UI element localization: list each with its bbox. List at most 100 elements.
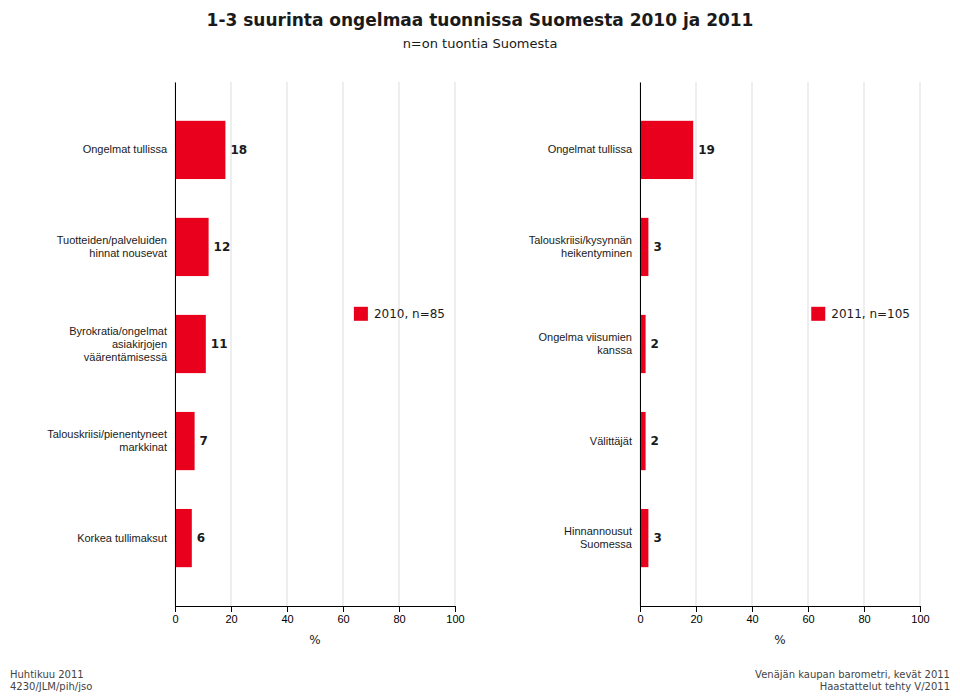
x-tick: 60 [802,606,814,625]
subtitle: n=on tuontia Suomesta [403,36,558,51]
y-axis: Ongelmat tullissa Tuotteiden/palveluidenh… [47,83,175,607]
y-tick-label: Tuotteiden/palveluidenhinnat nousevat [57,234,167,259]
y-axis-line [175,83,176,607]
y-tick: Ongelma viisumienkanssa [538,331,632,356]
x-tick-mark [640,606,641,612]
text-line: markkinat [119,441,167,453]
x-tick: 40 [281,606,293,625]
data-label: 2 [651,434,659,448]
y-tick: Korkea tullimaksut [77,532,167,544]
y-axis-line [640,83,641,607]
text-line: väärentämisessä [84,351,168,363]
grid-line [343,82,344,606]
footer: Venäjän kaupan barometri, kevät 2011Haas… [755,669,950,692]
grid [640,82,920,606]
x-tick-label: 100 [911,613,929,625]
y-tick-label: Korkea tullimaksut [77,532,167,544]
y-tick-label: Talouskriisi/kysynnänheikentyminen [529,234,632,259]
grid [175,82,455,606]
bar [175,412,195,470]
x-axis-title: % [309,633,320,647]
x-axis-line [176,607,456,613]
x-tick-label: 60 [337,613,349,625]
y-tick: Talouskriisi/pienentyneetmarkkinat [47,428,167,453]
bar [640,121,693,179]
x-tick-label: 0 [172,613,178,625]
x-tick: 80 [393,606,405,625]
bar [175,509,192,567]
y-tick: Ongelmat tullissa [83,143,168,155]
data-label: 19 [698,143,715,157]
grid-line [175,82,176,606]
grid-line [640,82,641,606]
text-line: Venäjän kaupan barometri, kevät 2011 [755,669,950,680]
grid-line [455,82,456,606]
x-axis: 0 20 40 60 80 100 [172,606,464,625]
y-tick: Byrokratia/ongelmatasiakirjojenväärentäm… [69,325,168,363]
x-tick: 20 [225,606,237,625]
x-tick: 60 [337,606,349,625]
x-tick-mark [175,606,176,612]
x-axis-title: % [774,633,785,647]
chart: 1-3 suurinta ongelmaa tuonnissa Suomesta… [0,0,960,698]
text-line: Ongelma viisumien [538,331,632,343]
bar [175,121,225,179]
y-tick-label: Ongelmat tullissa [548,143,633,155]
legend-swatch [354,307,368,321]
bar [175,218,209,276]
x-tick-label: 20 [225,613,237,625]
x-axis-line [641,607,921,613]
x-tick-mark [343,606,344,612]
x-tick: 80 [858,606,870,625]
x-tick-mark [455,606,456,612]
text-line: Ongelmat tullissa [83,143,168,155]
y-tick-label: HinnannousutSuomessa [564,525,633,550]
grid-line [231,82,232,606]
grid-line [752,82,753,606]
legend-swatch [811,307,825,321]
text-line: asiakirjojen [112,338,167,350]
x-tick-label: 0 [637,613,643,625]
bar [640,509,648,567]
panel: 193223020406080100Ongelmat tullissaTalou… [529,82,930,647]
x-tick-mark [920,606,921,612]
data-label: 6 [197,531,205,545]
x-tick-label: 80 [393,613,405,625]
x-tick-label: 80 [858,613,870,625]
y-tick: Ongelmat tullissa [548,143,633,155]
x-tick: 100 [446,606,464,625]
y-tick-label: Välittäjät [590,435,632,447]
grid-line [864,82,865,606]
data-label: 3 [653,240,661,254]
data-label: 12 [214,240,231,254]
bar [640,218,648,276]
x-tick-label: 60 [802,613,814,625]
x-tick: 20 [690,606,702,625]
legend: 2010, n=85 [354,307,445,321]
text-line: Haastattelut tehty V/2011 [820,681,950,692]
legend-label: 2011, n=105 [831,307,910,321]
x-tick-label: 40 [281,613,293,625]
grid-line [399,82,400,606]
x-tick-mark [287,606,288,612]
data-labels: 18121176 [197,143,247,545]
data-label: 2 [651,337,659,351]
y-tick: Välittäjät [590,435,632,447]
x-tick-label: 100 [446,613,464,625]
bar [175,315,206,373]
text-line: Huhtikuu 2011 [10,669,84,680]
text-line: Ongelmat tullissa [548,143,633,155]
y-axis: Ongelmat tullissa Talouskriisi/kysynnänhe… [529,83,641,607]
x-tick-mark [864,606,865,612]
y-tick-label: Byrokratia/ongelmatasiakirjojenväärentäm… [69,325,168,363]
data-label: 11 [211,337,228,351]
data-label: 18 [230,143,247,157]
grid-line [920,82,921,606]
text-line: Tuotteiden/palveluiden [57,234,167,246]
text-line: Talouskriisi/pienentyneet [47,428,167,440]
text-line: heikentyminen [561,247,632,259]
x-tick: 0 [637,606,643,625]
grid-line [696,82,697,606]
footer: Huhtikuu 20114230/JLM/pih/jso [10,669,92,692]
y-tick-label: Talouskriisi/pienentyneetmarkkinat [47,428,167,453]
